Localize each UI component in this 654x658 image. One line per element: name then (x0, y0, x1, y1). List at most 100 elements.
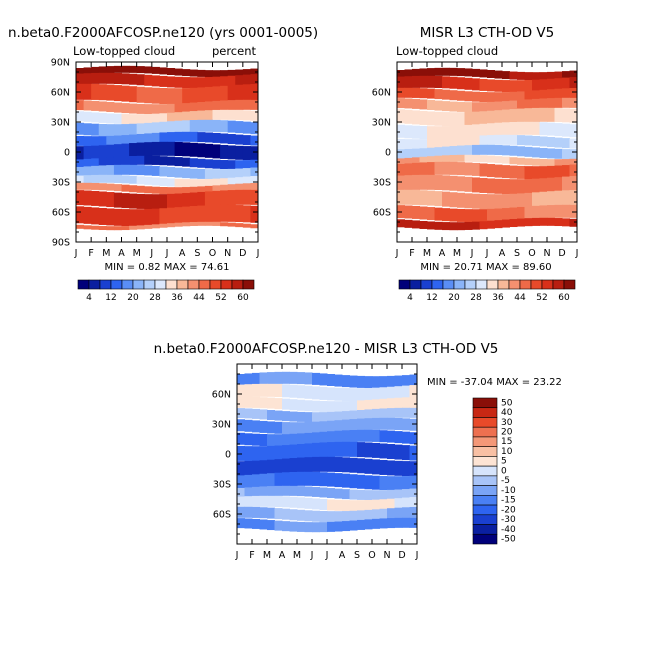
heatmap-cell (227, 184, 236, 192)
heatmap-cell (394, 397, 403, 409)
heatmap-cell (502, 179, 510, 195)
heatmap-cell (494, 164, 503, 178)
heatmap-cell (487, 208, 495, 222)
heatmap-cell (464, 124, 473, 138)
y-tick-label: 0 (64, 148, 70, 159)
heatmap-cell (151, 132, 160, 143)
heatmap-cell (494, 70, 503, 79)
heatmap-cell (259, 486, 268, 497)
heatmap-cell (502, 101, 510, 112)
heatmap-cell (319, 412, 328, 423)
heatmap-cell (487, 79, 495, 92)
heatmap-cell (372, 399, 380, 411)
heatmap-cell (235, 121, 244, 134)
heatmap-cell (364, 458, 373, 474)
heatmap-cell (212, 204, 221, 222)
heatmap-cell (220, 222, 229, 227)
heatmap-cell (327, 472, 335, 487)
heatmap-cell (532, 121, 540, 135)
x-tick-label: O (209, 248, 216, 259)
heatmap-cell (554, 159, 563, 167)
heatmap-cell (502, 71, 510, 80)
heatmap-cell (252, 460, 260, 476)
x-tick-label: A (279, 550, 286, 561)
heatmap-cell (327, 420, 335, 433)
heatmap-cell (212, 109, 221, 120)
heatmap-cell (442, 175, 450, 191)
heatmap-cell (442, 146, 450, 157)
heatmap-cell (282, 384, 290, 398)
heatmap-cell (235, 110, 244, 121)
heatmap-cell (250, 68, 259, 76)
panel-diff-stats: MIN = -37.04 MAX = 23.22 (427, 377, 562, 388)
heatmap-cell (494, 194, 503, 210)
heatmap-cell (342, 441, 350, 457)
heatmap-cell (394, 489, 403, 500)
heatmap-cell (312, 400, 320, 412)
panel-misr-y-axis: 60N 30N 0 30S 60S (372, 71, 577, 233)
heatmap-cell (289, 444, 298, 460)
heatmap-cell (412, 205, 420, 219)
heatmap-cell (327, 374, 335, 386)
heatmap-cell (237, 506, 245, 518)
heatmap-cell (434, 161, 443, 175)
heatmap-cell (532, 178, 540, 194)
heatmap-cell (98, 183, 107, 191)
heatmap-cell (434, 175, 443, 191)
heatmap-cell (227, 85, 236, 102)
heatmap-cell (106, 192, 115, 208)
heatmap-cell (397, 189, 405, 205)
heatmap-cell (250, 176, 259, 185)
heatmap-cell (91, 83, 100, 100)
heatmap-cell (464, 209, 473, 223)
heatmap-cell (539, 107, 548, 122)
heatmap-cell (151, 75, 160, 87)
heatmap-cell (274, 459, 283, 475)
heatmap-cell (235, 75, 244, 87)
heatmap-cell (449, 137, 458, 148)
heatmap-cell (449, 192, 458, 208)
x-tick-label: S (194, 248, 200, 259)
heatmap-cell (327, 401, 335, 413)
colorbar-label: 28 (149, 293, 161, 303)
heatmap-cell (569, 70, 578, 79)
heatmap-cell (289, 485, 298, 496)
heatmap-cell (144, 113, 153, 124)
heatmap-cell (106, 208, 115, 226)
heatmap-cell (121, 193, 130, 209)
heatmap-cell (434, 126, 443, 140)
heatmap-cell (502, 80, 510, 93)
heatmap-cell (397, 138, 405, 149)
panel-model-title: n.beta0.F2000AFCOSP.ne120 (yrs 0001-0005… (8, 25, 318, 41)
heatmap-cell (167, 187, 176, 195)
heatmap-cell (237, 396, 245, 408)
heatmap-cell (220, 160, 229, 170)
heatmap-cell (282, 485, 290, 496)
heatmap-cell (113, 192, 122, 208)
heatmap-cell (129, 65, 138, 73)
heatmap-cell (419, 110, 428, 125)
heatmap-cell (244, 433, 253, 446)
heatmap-cell (349, 500, 358, 512)
heatmap-cell (372, 518, 380, 529)
heatmap-cell (562, 88, 570, 99)
heatmap-cell (379, 443, 388, 459)
heatmap-cell (554, 165, 563, 179)
heatmap-cell (98, 124, 107, 136)
heatmap-cell (242, 205, 251, 223)
x-tick-label: N (224, 248, 231, 259)
heatmap-cell (412, 162, 420, 176)
heatmap-cell (174, 157, 183, 167)
heatmap-cell (174, 178, 183, 187)
heatmap-cell (259, 409, 268, 420)
heatmap-cell (242, 189, 251, 205)
colorbar-swatch (154, 279, 167, 290)
heatmap-cell (442, 101, 450, 112)
heatmap-cell (159, 104, 168, 115)
colorbar-swatch (165, 279, 178, 290)
heatmap-cell (167, 141, 176, 156)
heatmap-cell (106, 144, 115, 159)
colorbar-swatch (472, 475, 498, 486)
heatmap-cell (472, 162, 480, 176)
heatmap-cell (364, 490, 373, 501)
